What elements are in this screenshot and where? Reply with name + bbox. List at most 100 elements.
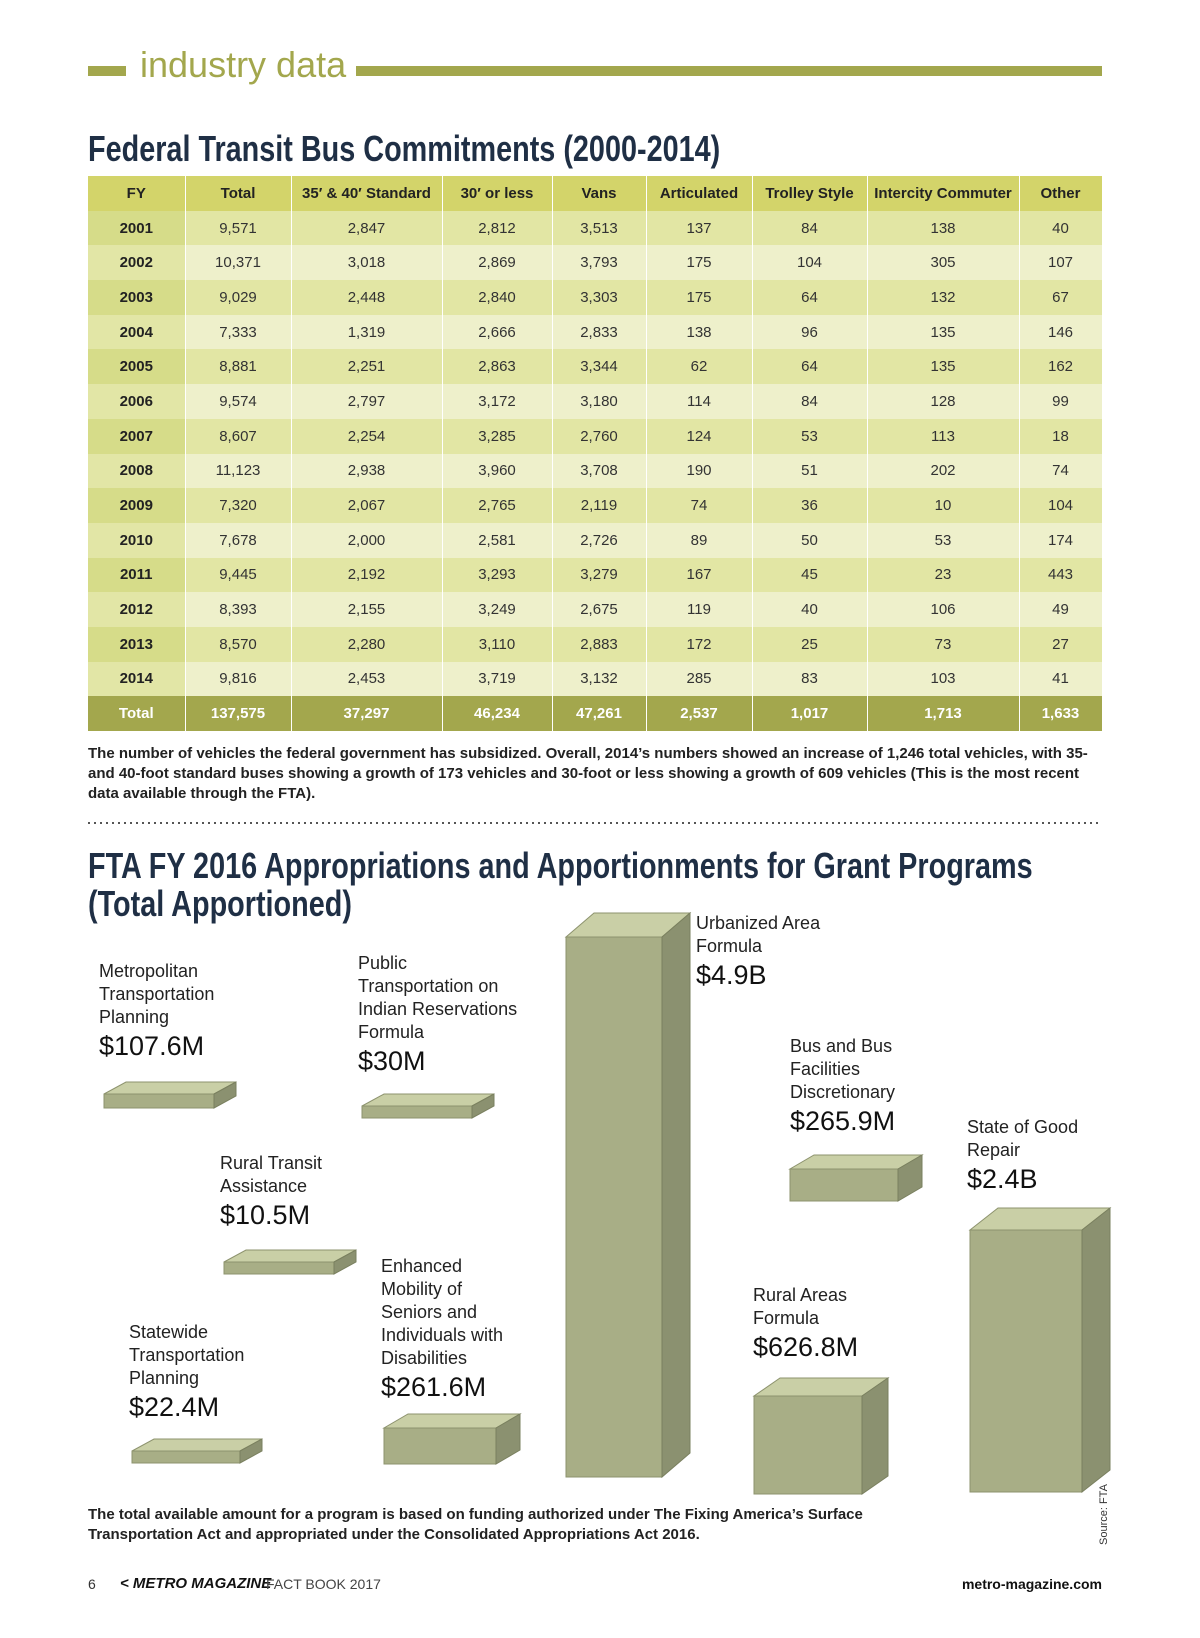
cell: 7,678: [185, 522, 292, 558]
row: 2011 9,445 2,192 3,293 3,279 167 45 23 443: [88, 557, 1103, 593]
cell: 84: [752, 210, 868, 246]
cell: 40: [1019, 210, 1103, 246]
cell: 2014: [88, 661, 186, 697]
cell: 89: [646, 522, 753, 558]
money-top: [103, 1081, 237, 1095]
row: 2012 8,393 2,155 3,249 2,675 119 40 106 49: [88, 592, 1103, 627]
cell: 2,067: [291, 488, 443, 523]
program: Rural Transit Assistance $10.5M: [220, 1152, 322, 1232]
program: Statewide Transportation Planning $22.4M: [129, 1321, 244, 1424]
program-label: Urbanized Area: [696, 913, 821, 933]
cell: 137: [646, 210, 753, 246]
program-label: Metropolitan: [99, 961, 199, 981]
cell: 2010: [88, 522, 186, 558]
program-amount: $261.6M: [381, 1372, 487, 1402]
cell: 2008: [88, 453, 186, 489]
cell: 113: [867, 418, 1020, 454]
program-label: Formula: [358, 1022, 425, 1042]
cell: 2003: [88, 280, 186, 315]
table: FY Total 35′ & 40′ Standard 30′ or less Vans…: [88, 176, 1103, 731]
cell: 2007: [88, 418, 186, 454]
cell: 3,719: [442, 661, 553, 697]
cell: 25: [752, 626, 868, 662]
cell: 27: [1019, 626, 1103, 662]
money-side: [861, 1377, 889, 1495]
total-cell: 2,537: [646, 696, 753, 731]
row: 2005 8,881 2,251 2,863 3,344 62 64 135 162: [88, 349, 1103, 385]
cell: 8,570: [185, 626, 292, 662]
program-amount: $107.6M: [99, 1031, 205, 1061]
program-label: Indian Reservations: [358, 999, 518, 1019]
cell: 132: [867, 280, 1020, 315]
cell: 36: [752, 488, 868, 523]
cell: 7,320: [185, 488, 292, 523]
cell: 49: [1019, 592, 1103, 627]
money-side: [1081, 1206, 1111, 1494]
header-row: FY Total 35′ & 40′ Standard 30′ or less Vans…: [88, 176, 1103, 211]
cell: 190: [646, 453, 753, 489]
info-title: (Total Apportioned): [88, 883, 352, 924]
cell: 2,840: [442, 280, 553, 315]
cell: 103: [867, 661, 1020, 697]
program: Rural Areas Formula $626.8M: [753, 1284, 858, 1364]
total-cell: 37,297: [291, 696, 443, 731]
cell: 3,344: [552, 349, 647, 385]
program: Metropolitan Transportation Planning $107.6…: [99, 960, 214, 1063]
cell: 135: [867, 349, 1020, 385]
program-label: Discretionary: [790, 1082, 896, 1102]
program: Bus and Bus Facilities Discretionary $265.9…: [790, 1035, 895, 1138]
money-side: [213, 1081, 237, 1109]
cell: 3,793: [552, 245, 647, 281]
cell: 83: [752, 661, 868, 697]
cell: 53: [752, 418, 868, 454]
cell: 104: [752, 245, 868, 281]
cell: 9,029: [185, 280, 292, 315]
program: Urbanized Area Formula $4.9B: [696, 912, 820, 992]
total-cell: 1,633: [1019, 696, 1103, 731]
money-side: [661, 911, 691, 1479]
cell: 8,607: [185, 418, 292, 454]
program-amount: $2.4B: [967, 1164, 1038, 1194]
cell: 3,279: [552, 557, 647, 593]
cell: 2,812: [442, 210, 553, 246]
cell: 119: [646, 592, 753, 627]
program-label: Rural Transit: [220, 1153, 323, 1173]
total-cell: 46,234: [442, 696, 553, 731]
header-cell: 30′ or less: [442, 176, 553, 211]
cell: 2005: [88, 349, 186, 385]
cell: 146: [1019, 314, 1103, 350]
cell: 172: [646, 626, 753, 662]
program-label: Rural Areas: [753, 1285, 848, 1305]
cell: 2,666: [442, 314, 553, 350]
cell: 64: [752, 280, 868, 315]
header-cell: Total: [185, 176, 292, 211]
cell: 2,119: [552, 488, 647, 523]
cell: 2,938: [291, 453, 443, 489]
cell: 7,333: [185, 314, 292, 350]
header-cell: Intercity Commuter: [867, 176, 1020, 211]
cell: 3,249: [442, 592, 553, 627]
cell: 175: [646, 280, 753, 315]
program-label: Facilities: [790, 1059, 861, 1079]
cell: 2,254: [291, 418, 443, 454]
row: 2001 9,571 2,847 2,812 3,513 137 84 138 40: [88, 210, 1103, 246]
cell: 10,371: [185, 245, 292, 281]
money-top: [223, 1249, 357, 1263]
cell: 41: [1019, 661, 1103, 697]
cell: 305: [867, 245, 1020, 281]
program-amount: $22.4M: [129, 1392, 220, 1422]
cell: 45: [752, 557, 868, 593]
cell: 3,110: [442, 626, 553, 662]
program-label: Seniors and: [381, 1302, 478, 1322]
cell: 3,172: [442, 384, 553, 419]
row: 2014 9,816 2,453 3,719 3,132 285 83 103 41: [88, 661, 1103, 697]
money-front: [223, 1261, 335, 1275]
row: 2010 7,678 2,000 2,581 2,726 89 50 53 174: [88, 522, 1103, 558]
header-cell: 35′ & 40′ Standard: [291, 176, 443, 211]
cell: 2,760: [552, 418, 647, 454]
header-cell: Articulated: [646, 176, 753, 211]
cell: 2,833: [552, 314, 647, 350]
money-side: [495, 1413, 521, 1465]
